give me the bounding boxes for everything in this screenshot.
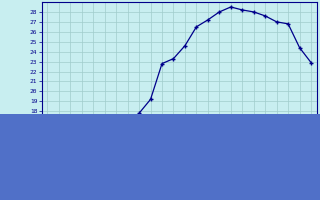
X-axis label: Graphe des températures (°c): Graphe des températures (°c) xyxy=(109,168,249,177)
